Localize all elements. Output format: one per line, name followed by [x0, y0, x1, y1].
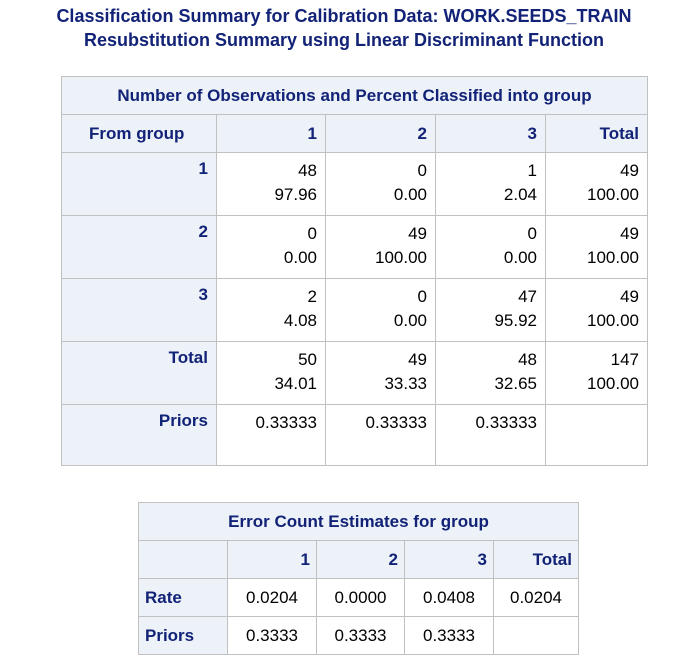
table-row: 3 2 4.08 0 0.00 47 95.92 49 100.00 [62, 279, 647, 341]
count-value: 0 [417, 287, 427, 306]
error-column-header-3: 3 [405, 541, 493, 578]
titles: Classification Summary for Calibration D… [0, 4, 688, 52]
error-column-header-total: Total [494, 541, 578, 578]
table-cell: 49 33.33 [326, 342, 435, 404]
error-priors-label: Priors [139, 617, 227, 654]
rate-value: 0.0204 [228, 579, 316, 616]
table-cell: 1 2.04 [436, 153, 545, 215]
percent-value: 0.00 [283, 248, 317, 267]
column-header-total: Total [546, 115, 647, 152]
table-row: 2 0 0.00 49 100.00 0 0.00 49 100.00 [62, 216, 647, 278]
classification-table: Number of Observations and Percent Class… [61, 76, 648, 466]
error-prior-value: 0.3333 [317, 617, 404, 654]
priors-label: Priors [62, 405, 216, 465]
rate-value: 0.0408 [405, 579, 493, 616]
count-value: 49 [620, 161, 639, 180]
count-value: 48 [298, 161, 317, 180]
count-value: 0 [307, 224, 317, 243]
percent-value: 4.08 [283, 311, 317, 330]
count-value: 2 [307, 287, 317, 306]
percent-value: 100.00 [587, 374, 639, 393]
count-value: 49 [620, 287, 639, 306]
percent-value: 2.04 [503, 185, 537, 204]
column-header-3: 3 [436, 115, 545, 152]
table-cell: 47 95.92 [436, 279, 545, 341]
count-value: 147 [610, 350, 639, 369]
rate-row: Rate 0.0204 0.0000 0.0408 0.0204 [139, 579, 578, 616]
count-value: 49 [408, 350, 427, 369]
percent-value: 0.00 [393, 311, 427, 330]
table-cell: 50 34.01 [217, 342, 325, 404]
percent-value: 97.96 [274, 185, 317, 204]
error-count-table: Error Count Estimates for group 1 2 3 To… [138, 502, 579, 655]
percent-value: 100.00 [375, 248, 427, 267]
table-cell: 49 100.00 [326, 216, 435, 278]
table-cell: 0 0.00 [326, 279, 435, 341]
table-row: 1 48 97.96 0 0.00 1 2.04 49 100.00 [62, 153, 647, 215]
rate-label: Rate [139, 579, 227, 616]
table-cell: 0 0.00 [436, 216, 545, 278]
error-prior-value: 0.3333 [405, 617, 493, 654]
percent-value: 100.00 [587, 248, 639, 267]
table-cell: 49 100.00 [546, 279, 647, 341]
from-group-header: From group [62, 115, 216, 152]
corner-cell [139, 541, 227, 578]
table-cell: 48 97.96 [217, 153, 325, 215]
table-cell: 2 4.08 [217, 279, 325, 341]
title-line-1: Classification Summary for Calibration D… [56, 6, 632, 26]
table-cell: 0 0.00 [217, 216, 325, 278]
error-column-header-1: 1 [228, 541, 316, 578]
title-line-2: Resubstitution Summary using Linear Disc… [83, 30, 605, 50]
percent-value: 100.00 [587, 185, 639, 204]
error-table-caption: Error Count Estimates for group [139, 503, 578, 540]
percent-value: 32.65 [494, 374, 537, 393]
rate-value: 0.0000 [317, 579, 404, 616]
count-value: 0 [417, 161, 427, 180]
error-prior-value: 0.3333 [228, 617, 316, 654]
percent-value: 34.01 [274, 374, 317, 393]
error-column-header-2: 2 [317, 541, 404, 578]
error-prior-value [494, 617, 578, 654]
column-header-2: 2 [326, 115, 435, 152]
prior-value: 0.33333 [217, 405, 325, 465]
percent-value: 100.00 [587, 311, 639, 330]
row-header: 3 [62, 279, 216, 341]
row-header: 2 [62, 216, 216, 278]
rate-value: 0.0204 [494, 579, 578, 616]
count-value: 50 [298, 350, 317, 369]
column-header-1: 1 [217, 115, 325, 152]
percent-value: 0.00 [393, 185, 427, 204]
table-caption: Number of Observations and Percent Class… [62, 77, 647, 114]
table-cell: 0 0.00 [326, 153, 435, 215]
count-value: 47 [518, 287, 537, 306]
prior-value [546, 405, 647, 465]
table-cell: 147 100.00 [546, 342, 647, 404]
prior-value: 0.33333 [326, 405, 435, 465]
row-header: Total [62, 342, 216, 404]
prior-value: 0.33333 [436, 405, 545, 465]
percent-value: 95.92 [494, 311, 537, 330]
row-header: 1 [62, 153, 216, 215]
count-value: 0 [527, 224, 537, 243]
percent-value: 33.33 [384, 374, 427, 393]
table-cell: 49 100.00 [546, 216, 647, 278]
priors-row: Priors 0.33333 0.33333 0.33333 [62, 405, 647, 465]
table-row: Total 50 34.01 49 33.33 48 32.65 147 100.00 [62, 342, 647, 404]
count-value: 49 [620, 224, 639, 243]
count-value: 49 [408, 224, 427, 243]
table-cell: 49 100.00 [546, 153, 647, 215]
percent-value: 0.00 [503, 248, 537, 267]
table-cell: 48 32.65 [436, 342, 545, 404]
count-value: 1 [527, 161, 537, 180]
count-value: 48 [518, 350, 537, 369]
error-priors-row: Priors 0.3333 0.3333 0.3333 [139, 617, 578, 654]
